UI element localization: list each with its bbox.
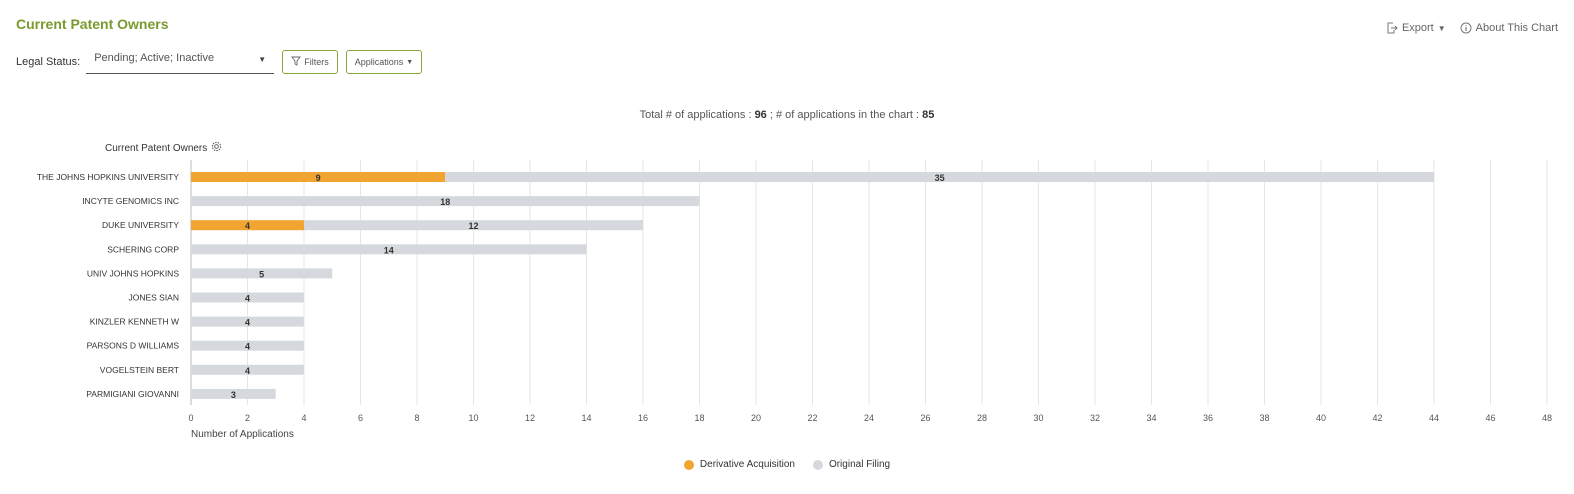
- x-axis-title: Number of Applications: [191, 429, 294, 440]
- y-category-label: DUKE UNIVERSITY: [102, 220, 179, 230]
- x-tick-label: 10: [468, 413, 478, 423]
- chart-toolbar: Export ▼ About This Chart: [1386, 22, 1558, 34]
- bar-data-label: 4: [245, 342, 250, 352]
- y-category-label: UNIV JOHNS HOPKINS: [87, 268, 179, 278]
- x-tick-label: 26: [920, 413, 930, 423]
- y-axis-label: Current Patent Owners: [105, 142, 208, 154]
- legal-status-select[interactable]: Pending; Active; Inactive ▼: [86, 50, 275, 74]
- x-tick-label: 2: [245, 413, 250, 423]
- bar-segment: [191, 220, 304, 231]
- legend-label: Original Filing: [828, 459, 891, 470]
- bar-data-label: 9: [316, 173, 321, 183]
- bar-segment: [191, 172, 446, 182]
- x-tick-label: 36: [1203, 413, 1213, 423]
- bar-segment: [191, 244, 587, 255]
- bar-segment: [445, 172, 1434, 182]
- legal-status-label: Legal Status:: [16, 56, 81, 68]
- bar-data-label: 35: [935, 173, 945, 183]
- x-tick-label: 14: [581, 413, 591, 423]
- applications-label: Applications: [354, 57, 404, 67]
- inchart-value: 85: [922, 109, 935, 121]
- x-tick-label: 20: [751, 413, 761, 423]
- bar-data-label: 5: [259, 269, 264, 279]
- x-tick-label: 46: [1485, 413, 1495, 423]
- y-axis-title: Current Patent Owners: [105, 141, 222, 155]
- about-label: About This Chart: [1475, 22, 1558, 34]
- bar-segment: [191, 196, 700, 207]
- inchart-label: # of applications in the chart :: [776, 109, 920, 121]
- x-tick-label: 34: [1146, 413, 1156, 423]
- bar-data-label: 14: [384, 245, 394, 255]
- legend-swatch: [812, 459, 823, 470]
- x-tick-label: 48: [1542, 413, 1552, 423]
- legend-item-original[interactable]: Original Filing: [812, 459, 891, 470]
- total-label: Total # of applications :: [639, 109, 752, 121]
- y-category-label: KINZLER KENNETH W: [90, 317, 179, 327]
- y-category-label: VOGELSTEIN BERT: [100, 365, 179, 375]
- x-tick-label: 42: [1372, 413, 1382, 423]
- legal-status-value: Pending; Active; Inactive: [94, 52, 215, 64]
- x-tick-label: 18: [694, 413, 704, 423]
- bar-segment: [191, 364, 304, 375]
- bar-data-label: 12: [468, 221, 478, 231]
- x-tick-label: 24: [864, 413, 874, 423]
- legend-swatch: [683, 459, 694, 470]
- x-tick-label: 32: [1090, 413, 1100, 423]
- x-tick-label: 6: [358, 413, 363, 423]
- summary-line: Total # of applications : 96 ; # of appl…: [0, 109, 1574, 121]
- filter-icon: [291, 56, 302, 68]
- about-chart-button[interactable]: About This Chart: [1460, 22, 1558, 34]
- applications-button[interactable]: Applications ▼: [345, 50, 423, 74]
- x-tick-label: 0: [188, 413, 193, 423]
- filters-button[interactable]: Filters: [282, 50, 338, 74]
- y-category-label: THE JOHNS HOPKINS UNIVERSITY: [37, 172, 179, 182]
- chart-legend: Derivative Acquisition Original Filing: [0, 459, 1574, 470]
- legend-label: Derivative Acquisition: [699, 459, 795, 470]
- export-label: Export: [1401, 22, 1434, 34]
- bar-chart: 0 2 4 6 8 10 12 14 16 18 20 22 24 26 28 30 32 34 36 38 40 42 4…: [37, 160, 1552, 440]
- page-title: Current Patent Owners: [16, 16, 169, 32]
- x-tick-label: 12: [525, 413, 535, 423]
- x-tick-label: 44: [1429, 413, 1439, 423]
- x-tick-label: 4: [301, 413, 306, 423]
- x-tick-label: 30: [1033, 413, 1043, 423]
- chevron-down-icon: ▼: [1437, 23, 1446, 33]
- info-icon: [1460, 22, 1472, 34]
- x-tick-label: 28: [977, 413, 987, 423]
- x-tick-label: 40: [1316, 413, 1326, 423]
- bar-segment: [191, 316, 304, 327]
- y-category-label: SCHERING CORP: [107, 244, 179, 254]
- bar-segment: [191, 388, 276, 399]
- legend-item-derivative[interactable]: Derivative Acquisition: [683, 459, 795, 470]
- x-tick-label: 22: [807, 413, 817, 423]
- x-tick-label: 8: [414, 413, 419, 423]
- chevron-down-icon: ▼: [258, 55, 267, 64]
- summary-separator: ;: [769, 109, 773, 121]
- y-category-label: PARSONS D WILLIAMS: [87, 341, 180, 351]
- export-icon: [1386, 22, 1398, 34]
- filters-row: Legal Status: Pending; Active; Inactive …: [16, 50, 430, 74]
- bar-data-label: 4: [245, 294, 250, 304]
- bar-segment: [191, 292, 304, 303]
- y-category-label: INCYTE GENOMICS INC: [82, 196, 179, 206]
- bar-data-label: 18: [440, 197, 450, 207]
- bar-data-label: 4: [245, 318, 250, 328]
- export-button[interactable]: Export ▼: [1386, 22, 1446, 34]
- filters-label: Filters: [304, 57, 329, 67]
- bar-segment: [191, 268, 333, 279]
- bar-segment: [191, 340, 304, 351]
- x-tick-label: 16: [638, 413, 648, 423]
- bar-data-label: 3: [231, 390, 236, 400]
- gear-icon[interactable]: [211, 141, 222, 155]
- y-category-label: PARMIGIANI GIOVANNI: [86, 389, 179, 399]
- bar-segment: [304, 220, 643, 231]
- x-tick-label: 38: [1259, 413, 1269, 423]
- y-category-label: JONES SIAN: [128, 293, 179, 303]
- total-value: 96: [754, 109, 767, 121]
- chevron-down-icon: ▼: [406, 58, 414, 66]
- bar-data-label: 4: [245, 366, 250, 376]
- bar-data-label: 4: [245, 221, 250, 231]
